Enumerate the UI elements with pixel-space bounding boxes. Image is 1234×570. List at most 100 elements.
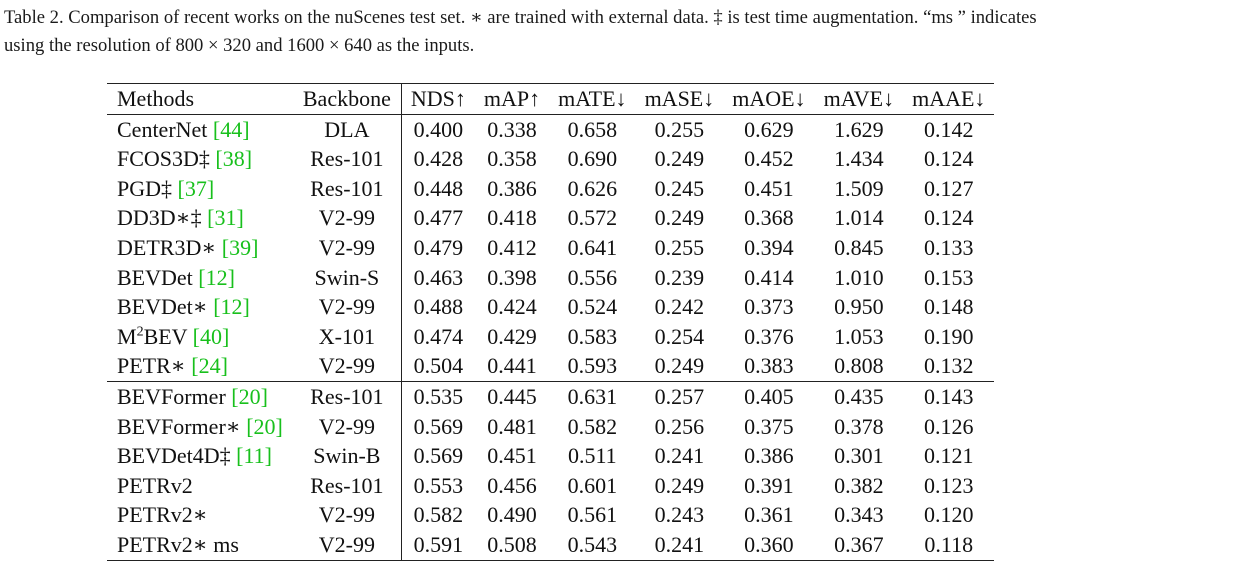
- metric-cell: 0.400: [413, 116, 464, 142]
- table-row: DETR3D∗ [39] V2-99 0.479 0.412 0.641 0.255 0.3…: [107, 232, 994, 263]
- metric-cell: 0.591: [413, 531, 464, 557]
- method-cell: BEVDet∗ [12]: [107, 292, 293, 322]
- metric-cell: 0.249: [654, 205, 705, 231]
- metric-cell: 0.241: [654, 443, 705, 469]
- metric-cell: 1.434: [834, 146, 884, 172]
- backbone-cell: Swin-B: [292, 441, 402, 471]
- method-name: PETR∗: [117, 353, 186, 379]
- table-header: Methods Backbone NDS↑ mAP↑ mATE↓ mASE↓ m…: [107, 83, 995, 115]
- caption-line-2: using the resolution of 800 × 320 and 16…: [4, 35, 475, 56]
- method-name-suffix: BEV: [143, 323, 188, 349]
- metric-cell: 0.572: [567, 205, 618, 231]
- backbone-cell: Swin-S: [292, 262, 402, 293]
- backbone-cell: V2-99: [292, 232, 402, 263]
- backbone-cell: Res-101: [292, 144, 402, 174]
- metric-cell: 0.242: [654, 294, 705, 320]
- metric-cell: 0.338: [487, 116, 537, 142]
- table-row: CenterNet [44] DLA 0.400 0.338 0.658 0.255 0.6…: [107, 114, 994, 145]
- citation-link[interactable]: [20]: [246, 413, 283, 439]
- citation-link[interactable]: [24]: [191, 353, 228, 379]
- metric-cell: 0.243: [654, 502, 705, 528]
- metric-cell: 0.593: [567, 353, 618, 379]
- metric-cell: 0.405: [744, 383, 794, 409]
- metric-cell: 0.504: [413, 353, 464, 379]
- metric-cell: 0.386: [744, 443, 794, 469]
- metric-cell: 0.382: [834, 472, 884, 498]
- citation-link[interactable]: [44]: [212, 116, 250, 142]
- metric-cell: 0.398: [487, 264, 537, 290]
- method-cell: PETRv2: [107, 471, 293, 501]
- citation-link[interactable]: [11]: [236, 443, 272, 469]
- method-cell: BEVFormer∗ [20]: [107, 412, 293, 442]
- backbone-cell: V2-99: [292, 351, 402, 382]
- citation-link[interactable]: [20]: [231, 383, 268, 409]
- method-name: PGD‡: [117, 175, 173, 201]
- metric-cell: 0.601: [567, 472, 618, 498]
- metric-cell: 0.143: [923, 383, 974, 409]
- backbone-cell: Res-101: [292, 173, 402, 204]
- backbone-cell: V2-99: [292, 500, 402, 530]
- header-nds: NDS↑: [410, 86, 466, 111]
- metric-cell: 0.511: [567, 443, 617, 469]
- metric-cell: 0.142: [923, 116, 974, 142]
- metric-cell: 0.132: [923, 353, 974, 379]
- metric-cell: 0.631: [567, 383, 618, 409]
- backbone-cell: Res-101: [292, 381, 402, 412]
- metric-cell: 0.383: [744, 353, 794, 379]
- metric-cell: 0.569: [413, 443, 464, 469]
- metric-cell: 0.249: [654, 353, 705, 379]
- metric-cell: 0.391: [744, 472, 794, 498]
- table-row: PETRv2∗ ms V2-99 0.591 0.508 0.543 0.241 0.360…: [107, 529, 995, 560]
- citation-link[interactable]: [31]: [207, 205, 244, 231]
- metric-cell: 0.543: [567, 531, 618, 557]
- metric-cell: 0.360: [744, 531, 794, 557]
- metric-cell: 0.626: [567, 175, 618, 201]
- method-name: PETRv2∗: [117, 502, 208, 528]
- method-cell: PETRv2∗: [107, 500, 293, 530]
- metric-cell: 0.561: [567, 502, 618, 528]
- citation-link[interactable]: [38]: [215, 146, 253, 172]
- metric-cell: 0.429: [487, 323, 537, 349]
- metric-cell: 1.629: [834, 116, 884, 142]
- method-name: CenterNet: [117, 116, 208, 142]
- header-mave: mAVE↓: [823, 86, 895, 111]
- metric-cell: 0.120: [923, 502, 974, 528]
- metric-cell: 0.301: [834, 443, 884, 469]
- metric-cell: 0.367: [834, 531, 884, 557]
- metric-cell: 0.133: [923, 234, 974, 260]
- backbone-cell: V2-99: [292, 292, 402, 322]
- method-cell: DD3D∗‡ [31]: [107, 203, 293, 233]
- citation-link[interactable]: [40]: [192, 323, 230, 349]
- header-maoe: mAOE↓: [732, 86, 806, 111]
- metric-cell: 0.456: [487, 472, 537, 498]
- citation-link[interactable]: [39]: [221, 234, 259, 260]
- metric-cell: 1.014: [834, 205, 884, 231]
- table-row: BEVFormer∗ [20] V2-99 0.569 0.481 0.582 0.256…: [107, 411, 994, 442]
- method-name: FCOS3D‡: [117, 146, 210, 172]
- metric-cell: 0.343: [834, 502, 884, 528]
- metric-cell: 0.452: [744, 146, 794, 172]
- metric-cell: 0.376: [744, 323, 794, 349]
- citation-link[interactable]: [12]: [198, 264, 235, 290]
- metric-cell: 0.445: [487, 383, 537, 409]
- metric-cell: 0.535: [413, 383, 464, 409]
- citation-link[interactable]: [12]: [213, 294, 250, 320]
- citation-link[interactable]: [37]: [177, 175, 215, 201]
- method-cell: PGD‡ [37]: [107, 174, 293, 204]
- metric-cell: 0.690: [567, 146, 618, 172]
- metric-cell: 0.245: [654, 175, 705, 201]
- method-superscript: 2: [136, 324, 144, 340]
- header-backbone: Backbone: [292, 83, 402, 115]
- metric-cell: 0.845: [834, 234, 884, 260]
- method-name: PETRv2∗ ms: [117, 531, 239, 557]
- metric-cell: 0.524: [567, 294, 618, 320]
- header-methods: Methods: [117, 86, 194, 111]
- header-maae: mAAE↓: [912, 86, 986, 111]
- metric-cell: 0.358: [487, 146, 537, 172]
- metric-cell: 0.474: [413, 323, 464, 349]
- table-row: BEVDet4D‡ [11] Swin-B 0.569 0.451 0.511 0.241…: [107, 441, 994, 471]
- method-cell: BEVDet [12]: [107, 263, 293, 293]
- metric-cell: 1.053: [834, 323, 884, 349]
- metric-cell: 0.435: [834, 383, 884, 409]
- metric-cell: 0.126: [923, 413, 974, 439]
